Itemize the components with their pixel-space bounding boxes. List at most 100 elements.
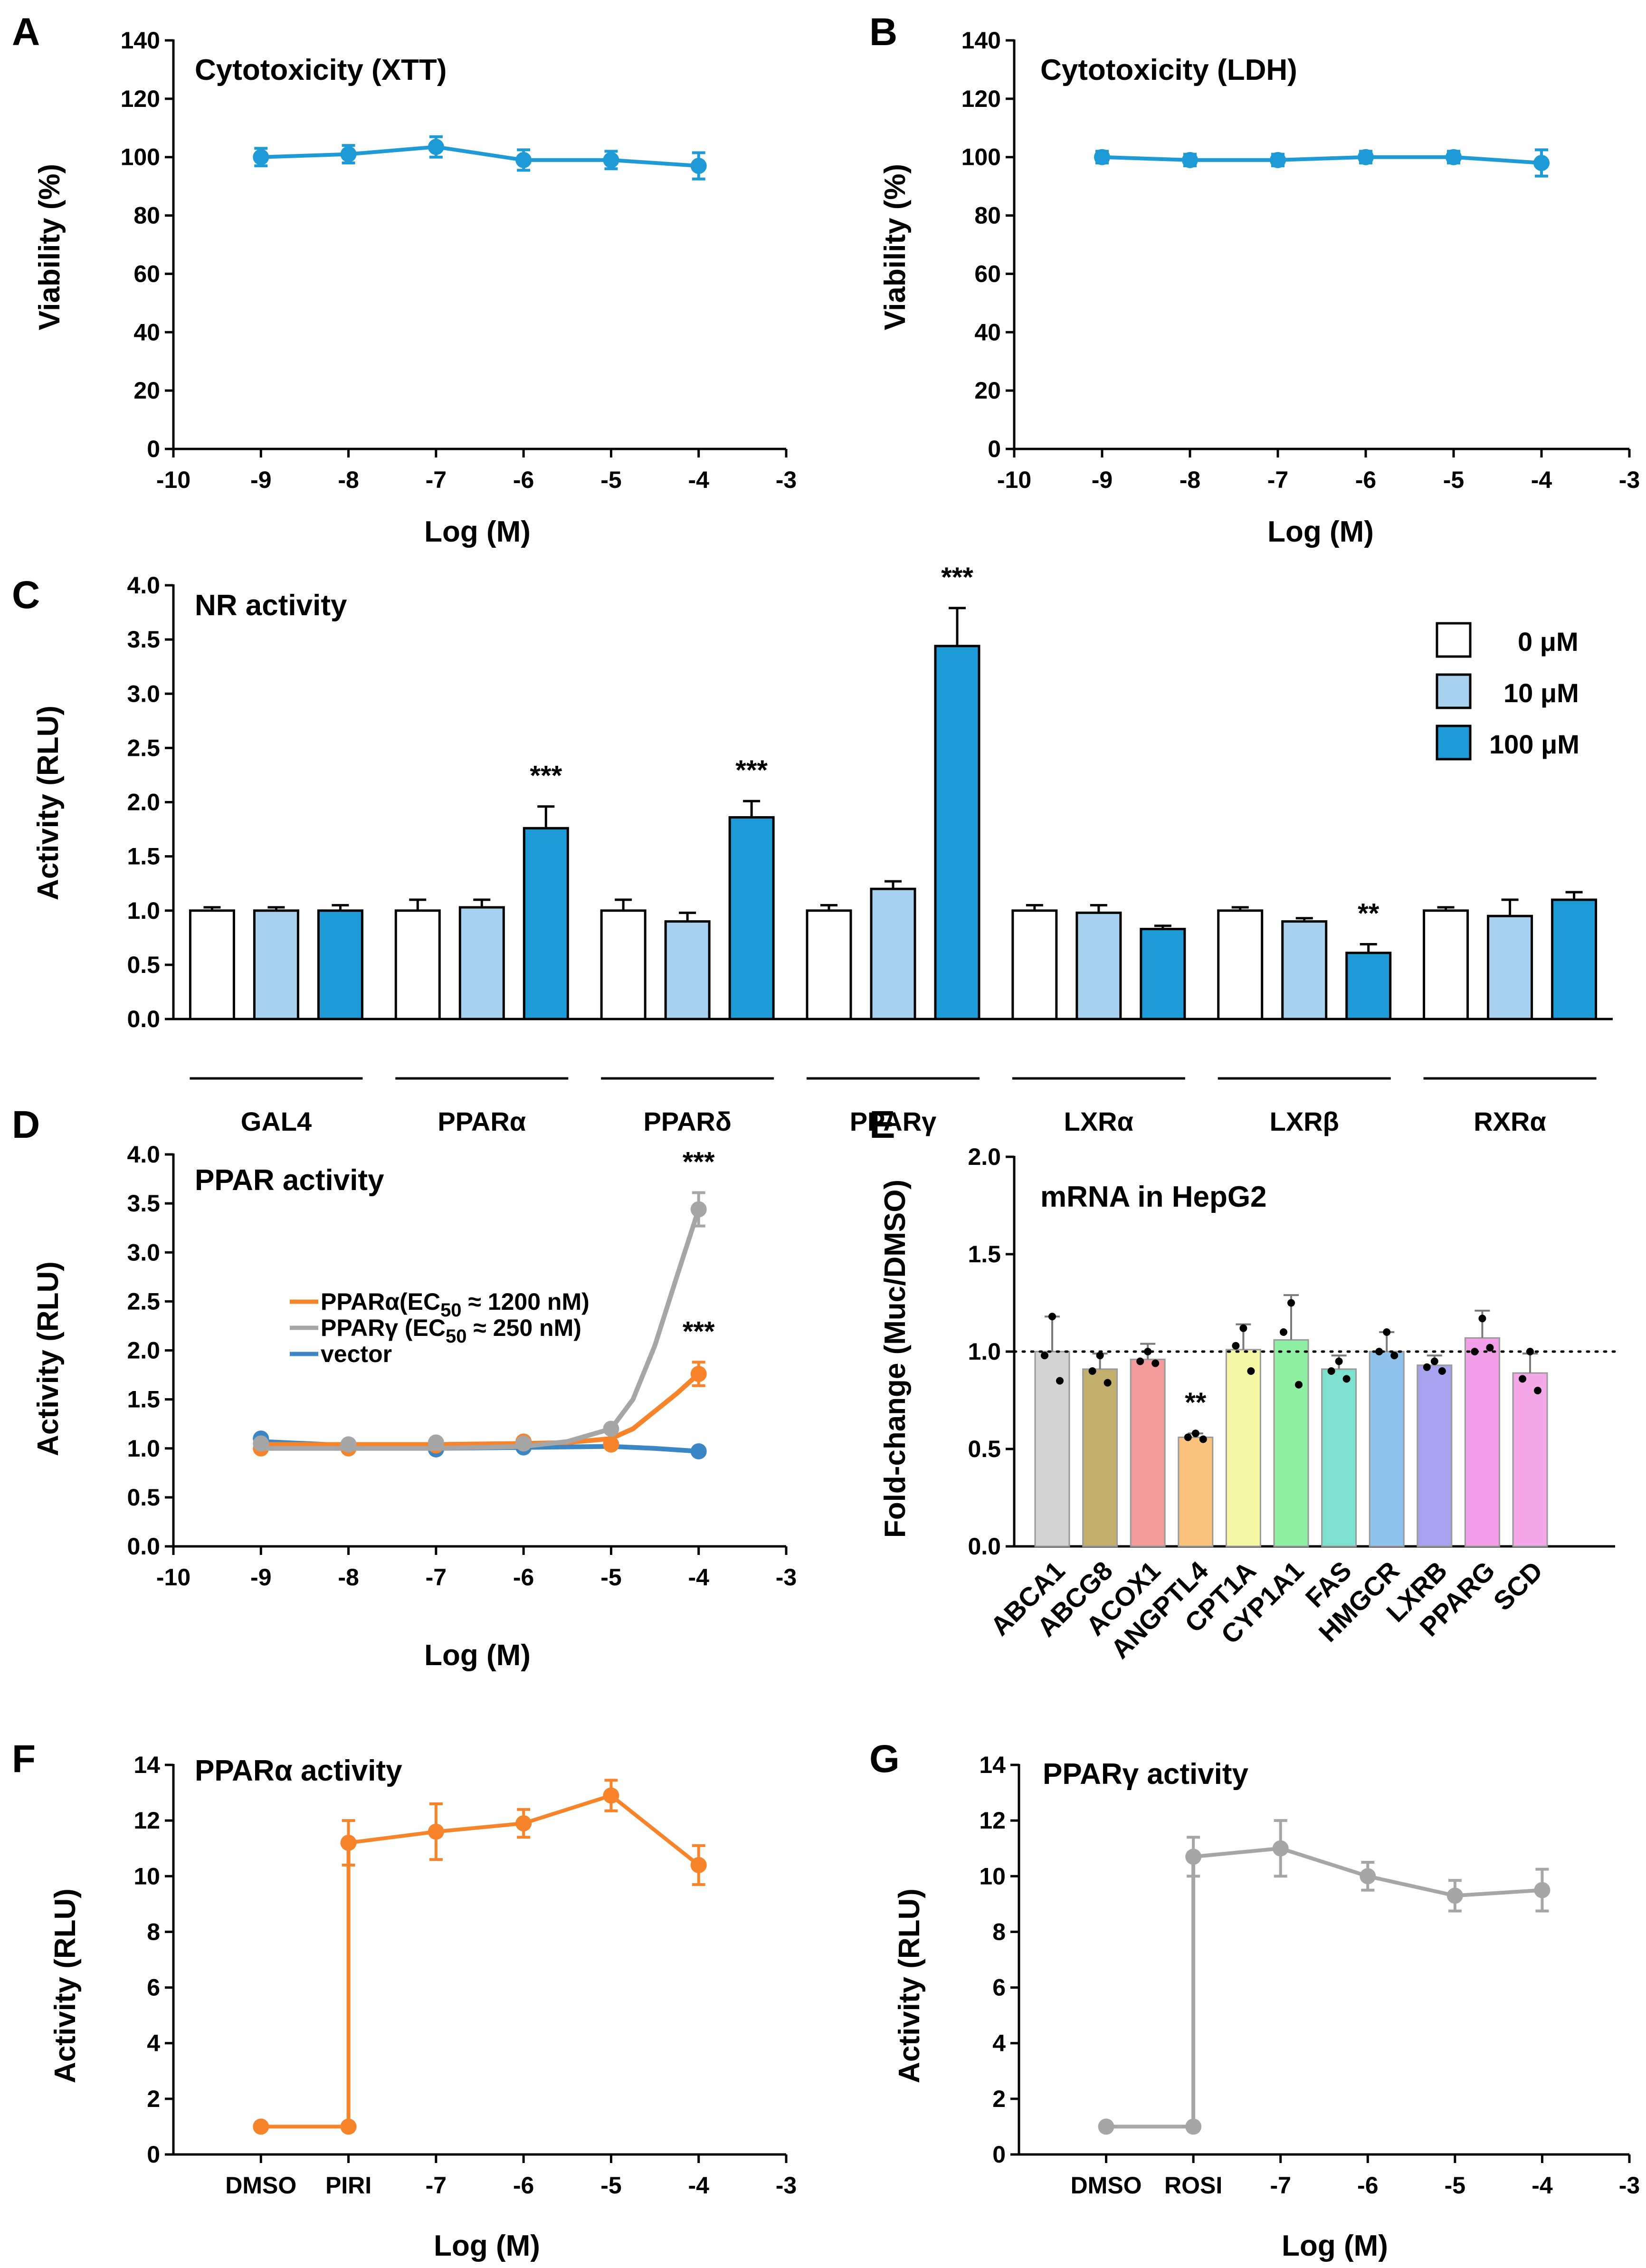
y-tick-label: 14 xyxy=(133,1752,160,1778)
y-tick-label: 4.0 xyxy=(127,572,160,599)
x-tick-label: -3 xyxy=(776,1564,797,1591)
y-axis-label: Activity (RLU) xyxy=(893,1888,926,2083)
replicate-point xyxy=(1423,1363,1431,1371)
significance-marker: *** xyxy=(941,562,973,593)
significance-marker: *** xyxy=(735,755,768,786)
y-tick-label: 40 xyxy=(133,319,160,345)
bar-10 μM xyxy=(253,909,299,1020)
panel-a: A Cytotoxicity (XTT) Viability (%) Log (… xyxy=(12,10,797,548)
x-tick-label: DMSO xyxy=(1071,2172,1142,2199)
bar-0 μM xyxy=(189,909,235,1020)
plot-area: 0 2 4 6 8 10 12 14 DMSO ROSI -7 -6 -5 -4 -3 xyxy=(979,1752,1640,2199)
bar-10 μM xyxy=(1281,920,1328,1020)
legend-label-0: PPARα(EC50 ≈ 1200 nM) xyxy=(321,1288,590,1321)
x-tick-label: -4 xyxy=(688,1564,709,1591)
x-tick-label: -8 xyxy=(338,1564,359,1591)
legend-label-0: 0 μM xyxy=(1518,627,1579,657)
bar-10 μM xyxy=(1075,911,1122,1020)
y-tick-label: 3.5 xyxy=(127,626,160,653)
panel-g: G PPARγ activity Activity (RLU) Log (M) … xyxy=(869,1737,1640,2262)
y-tick-label: 120 xyxy=(121,86,160,112)
bar-0 μM xyxy=(1423,909,1469,1020)
x-axis-label: Log (M) xyxy=(1282,2230,1388,2262)
y-tick-label: 20 xyxy=(133,377,160,404)
x-tick-label: -6 xyxy=(1355,467,1376,493)
replicate-point xyxy=(1534,1387,1541,1394)
x-tick-label: -7 xyxy=(1267,467,1288,493)
category-label: SCD xyxy=(1487,1555,1548,1616)
y-tick-label: 4 xyxy=(992,2030,1006,2057)
x-tick-label: -3 xyxy=(776,467,797,493)
panel-label: B xyxy=(869,10,897,54)
y-tick-label: 2.0 xyxy=(968,1144,1001,1170)
bar-10 μM xyxy=(458,906,505,1020)
y-tick-label: 2 xyxy=(147,2086,160,2112)
y-axis-label: Viability (%) xyxy=(33,164,66,330)
data-point xyxy=(1533,155,1550,171)
data-point xyxy=(515,1815,532,1831)
legend-swatch-0 xyxy=(1436,622,1472,658)
y-tick-label: 0 xyxy=(992,2141,1006,2168)
y-tick-label: 0.0 xyxy=(127,1006,160,1032)
chart-title: NR activity xyxy=(195,589,347,622)
bar-0 μM xyxy=(600,909,647,1020)
y-tick-label: 12 xyxy=(979,1807,1006,1834)
replicate-point xyxy=(1239,1324,1247,1332)
x-tick-label: -3 xyxy=(1619,2172,1640,2199)
x-tick-label: -7 xyxy=(1270,2172,1291,2199)
y-tick-label: 1.5 xyxy=(127,1386,160,1413)
legend-label-2: 100 μM xyxy=(1489,729,1579,759)
y-tick-label: 0.5 xyxy=(968,1436,1001,1462)
bar-0 μM xyxy=(1011,909,1058,1020)
x-tick-label: -7 xyxy=(426,2172,447,2199)
x-tick-label: -9 xyxy=(250,467,271,493)
series-line-PPARα xyxy=(261,1793,700,2129)
y-axis-label: Activity (RLU) xyxy=(49,1888,82,2083)
replicate-point xyxy=(1335,1357,1343,1365)
legend-label-2: vector xyxy=(321,1341,392,1367)
data-point xyxy=(428,1823,444,1840)
replicate-point xyxy=(1478,1315,1486,1323)
y-tick-label: 40 xyxy=(974,319,1001,345)
y-tick-label: 0 xyxy=(988,436,1001,462)
series-line-XTT xyxy=(261,145,699,168)
x-tick-label: -5 xyxy=(1443,467,1464,493)
legend-swatch-1 xyxy=(1436,673,1472,709)
replicate-point xyxy=(1430,1357,1438,1365)
replicate-point xyxy=(1151,1359,1160,1367)
replicate-point xyxy=(1390,1352,1399,1360)
x-tick-label: ROSI xyxy=(1164,2172,1222,2199)
x-axis-label: Log (M) xyxy=(424,1639,531,1672)
data-point xyxy=(603,1787,619,1804)
data-point xyxy=(690,1443,707,1459)
y-tick-label: 0.5 xyxy=(127,952,160,978)
panel-b: B Cytotoxicity (LDH) Viability (%) Log (… xyxy=(869,10,1640,548)
y-tick-label: 0.0 xyxy=(968,1533,1001,1560)
plot-area: 0.0 0.5 1.0 1.5 2.0 2.5 3.0 3.5 4.0 -10 -9 -8 -7 -6 -5… xyxy=(127,1141,797,1591)
x-tick-label: -5 xyxy=(1445,2172,1465,2199)
data-point xyxy=(603,152,619,168)
bar-100 μM xyxy=(1345,952,1392,1020)
data-point xyxy=(690,1857,707,1873)
replicate-point xyxy=(1136,1357,1144,1365)
data-point xyxy=(1182,152,1198,168)
bar-ABCA1 xyxy=(1034,1351,1070,1547)
data-point xyxy=(690,1366,707,1382)
x-tick-label: -6 xyxy=(513,467,534,493)
bar-CYP1A1 xyxy=(1273,1339,1309,1547)
y-tick-label: 0 xyxy=(147,2141,160,2168)
bar-0 μM xyxy=(1217,909,1264,1020)
x-tick-label: -5 xyxy=(600,1564,621,1591)
bar-100 μM xyxy=(1551,898,1598,1020)
data-point xyxy=(428,139,444,155)
x-tick-label: -8 xyxy=(338,467,359,493)
y-axis-label: Activity (RLU) xyxy=(32,705,65,900)
y-tick-label: 1.5 xyxy=(127,843,160,870)
y-tick-label: 60 xyxy=(974,260,1001,287)
legend: 0 μM 10 μM 100 μM xyxy=(1436,622,1579,761)
y-tick-label: 2.5 xyxy=(127,1288,160,1315)
y-axis-label: Activity (RLU) xyxy=(32,1261,65,1456)
data-point xyxy=(1185,1849,1202,1865)
x-tick-label: -7 xyxy=(426,1564,447,1591)
